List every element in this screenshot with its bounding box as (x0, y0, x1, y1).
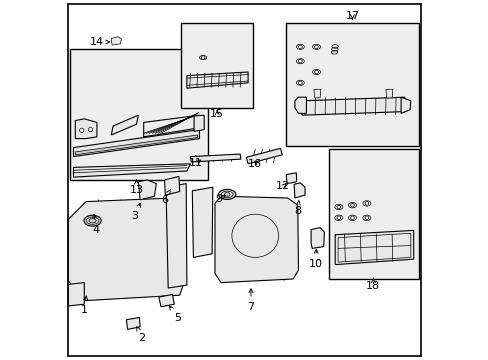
Polygon shape (166, 184, 186, 288)
Text: 4: 4 (92, 214, 100, 235)
Polygon shape (111, 37, 121, 45)
Polygon shape (194, 115, 204, 131)
Ellipse shape (218, 189, 235, 199)
Polygon shape (335, 230, 413, 265)
Ellipse shape (362, 201, 370, 206)
Polygon shape (400, 97, 410, 113)
Polygon shape (310, 228, 324, 248)
Circle shape (365, 202, 368, 205)
Text: 5: 5 (169, 306, 181, 323)
Text: 16: 16 (247, 159, 261, 169)
Ellipse shape (296, 59, 304, 64)
Ellipse shape (334, 204, 342, 210)
Text: 17: 17 (345, 11, 359, 21)
Bar (328, 149, 418, 279)
Text: 8: 8 (294, 200, 301, 216)
Ellipse shape (312, 69, 320, 75)
Polygon shape (68, 198, 183, 301)
Polygon shape (126, 318, 140, 329)
Polygon shape (138, 180, 156, 200)
Circle shape (80, 128, 84, 132)
Polygon shape (190, 154, 241, 162)
Polygon shape (385, 89, 392, 98)
Ellipse shape (296, 80, 304, 85)
Ellipse shape (362, 215, 370, 220)
Ellipse shape (348, 215, 356, 220)
Polygon shape (294, 97, 306, 113)
Ellipse shape (221, 191, 232, 198)
Polygon shape (186, 72, 247, 88)
Ellipse shape (334, 215, 342, 220)
Polygon shape (75, 135, 197, 155)
Circle shape (314, 70, 318, 74)
Circle shape (298, 59, 302, 63)
Polygon shape (68, 283, 84, 306)
Text: 6: 6 (161, 189, 170, 205)
Polygon shape (73, 130, 199, 157)
Text: 10: 10 (308, 249, 322, 269)
Polygon shape (192, 187, 212, 257)
Polygon shape (159, 294, 174, 307)
Polygon shape (73, 164, 190, 177)
Text: 1: 1 (81, 296, 88, 315)
Polygon shape (285, 173, 296, 184)
Polygon shape (294, 183, 305, 198)
Polygon shape (215, 196, 298, 283)
Text: 11: 11 (188, 158, 203, 168)
Ellipse shape (224, 193, 230, 196)
Circle shape (350, 203, 354, 207)
Circle shape (88, 127, 92, 132)
Ellipse shape (84, 215, 101, 226)
Text: 3: 3 (131, 203, 140, 221)
Text: 7: 7 (247, 289, 254, 312)
Circle shape (201, 56, 204, 59)
Ellipse shape (296, 44, 304, 49)
Bar (285, 23, 418, 146)
Circle shape (298, 45, 302, 49)
Text: 12: 12 (276, 181, 290, 192)
Circle shape (365, 216, 368, 220)
Circle shape (336, 216, 340, 220)
Ellipse shape (348, 202, 356, 208)
Polygon shape (313, 89, 320, 98)
Circle shape (336, 205, 340, 209)
Bar (70, 49, 208, 180)
Text: 9: 9 (215, 194, 225, 204)
Circle shape (314, 45, 318, 49)
Bar (181, 23, 253, 108)
Polygon shape (302, 97, 404, 115)
Text: 18: 18 (366, 278, 380, 291)
Circle shape (298, 81, 302, 85)
Circle shape (350, 216, 354, 220)
Text: 13: 13 (129, 180, 143, 195)
Polygon shape (164, 176, 179, 195)
Polygon shape (75, 119, 97, 139)
Ellipse shape (86, 217, 99, 224)
Ellipse shape (89, 219, 96, 223)
Ellipse shape (312, 44, 320, 49)
Text: 14: 14 (90, 37, 110, 48)
Text: 15: 15 (210, 109, 224, 119)
Ellipse shape (199, 55, 206, 60)
Polygon shape (111, 115, 138, 135)
Text: 2: 2 (137, 327, 145, 343)
Polygon shape (246, 148, 282, 164)
